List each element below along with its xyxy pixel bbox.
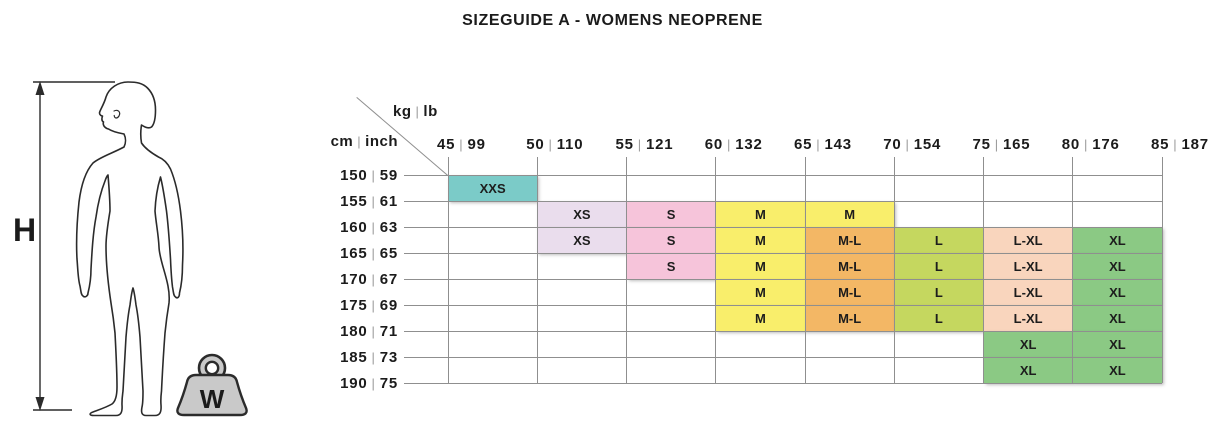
grid-line-v bbox=[1072, 157, 1074, 383]
size-cell: L bbox=[894, 253, 984, 279]
weight-label: W bbox=[200, 384, 225, 414]
size-cell: XL bbox=[1072, 357, 1162, 383]
grid-line-v bbox=[983, 157, 984, 383]
grid-line-h bbox=[404, 200, 1162, 202]
size-cell: L bbox=[894, 279, 984, 305]
grid-line-v bbox=[893, 157, 895, 383]
row-header: 190 | 75 bbox=[340, 375, 398, 392]
kg-unit: kg bbox=[393, 103, 412, 120]
row-header: 185 | 73 bbox=[340, 349, 398, 366]
inch-unit: inch bbox=[365, 133, 398, 150]
height-arrow bbox=[33, 81, 115, 411]
size-cell: M bbox=[715, 305, 805, 331]
size-cell: M bbox=[715, 201, 805, 227]
size-cell: XL bbox=[1072, 331, 1162, 357]
grid-line-v bbox=[447, 157, 449, 383]
height-weight-figure: H W bbox=[13, 81, 248, 417]
row-header: 175 | 69 bbox=[340, 297, 398, 314]
grid-line-h bbox=[404, 252, 1162, 254]
grid-line-h bbox=[404, 174, 1162, 176]
col-header: 75 | 165 bbox=[972, 136, 1031, 153]
size-cell: XL bbox=[1072, 227, 1162, 253]
col-header: 50 | 110 bbox=[526, 136, 584, 153]
size-cell: M bbox=[805, 201, 895, 227]
grid-line-h bbox=[404, 330, 1162, 332]
col-header: 45 | 99 bbox=[437, 136, 486, 153]
size-cell: S bbox=[626, 201, 716, 227]
row-header: 165 | 65 bbox=[340, 245, 398, 262]
size-cell: L bbox=[894, 227, 984, 253]
size-cell: XL bbox=[1072, 305, 1162, 331]
size-cell: XL bbox=[1072, 253, 1162, 279]
size-cell: M-L bbox=[805, 253, 895, 279]
size-cell: S bbox=[626, 227, 716, 253]
arrowhead-up-icon bbox=[35, 81, 45, 95]
size-cell: L-XL bbox=[983, 253, 1073, 279]
size-cell: L-XL bbox=[983, 305, 1073, 331]
size-cell: L-XL bbox=[983, 279, 1073, 305]
size-cell: M-L bbox=[805, 279, 895, 305]
units-separator: | bbox=[415, 104, 420, 119]
grid-line-h bbox=[404, 382, 1162, 384]
grid-line-h bbox=[404, 356, 1162, 358]
size-cell: M-L bbox=[805, 305, 895, 331]
size-cell: M bbox=[715, 279, 805, 305]
row-header: 170 | 67 bbox=[340, 271, 398, 288]
grid-line-v bbox=[1161, 157, 1163, 383]
size-cell: XL bbox=[1072, 279, 1162, 305]
col-header: 55 | 121 bbox=[615, 136, 674, 153]
grid-line-v bbox=[804, 157, 806, 383]
col-header: 60 | 132 bbox=[704, 136, 763, 153]
weight-units-label: kg | lb bbox=[393, 103, 438, 120]
row-header: 160 | 63 bbox=[340, 219, 398, 236]
col-header: 70 | 154 bbox=[883, 136, 942, 153]
size-cell: M bbox=[715, 227, 805, 253]
row-header: 155 | 61 bbox=[340, 193, 398, 210]
col-header: 85 | 187 bbox=[1151, 136, 1209, 153]
height-label: H bbox=[13, 212, 36, 248]
size-cell: XXS bbox=[448, 175, 538, 201]
size-cell: M-L bbox=[805, 227, 895, 253]
page-title: SIZEGUIDE A - WOMENS NEOPRENE bbox=[462, 12, 763, 29]
size-cell: XL bbox=[983, 331, 1073, 357]
height-units-label: cm | inch bbox=[308, 133, 398, 150]
weight-icon: W bbox=[176, 353, 248, 417]
grid-line-v bbox=[715, 157, 717, 383]
arrowhead-down-icon bbox=[35, 397, 45, 411]
col-header: 65 | 143 bbox=[794, 136, 852, 153]
grid-line-h bbox=[404, 304, 1162, 306]
grid-line-h bbox=[404, 278, 1162, 280]
units-separator: | bbox=[357, 134, 362, 149]
grid-line-v bbox=[536, 157, 538, 383]
cm-unit: cm bbox=[330, 133, 354, 150]
size-cell: S bbox=[626, 253, 716, 279]
grid-line-h bbox=[404, 226, 1162, 228]
size-cell: XS bbox=[537, 227, 627, 253]
col-header: 80 | 176 bbox=[1061, 136, 1120, 153]
size-cell: XL bbox=[983, 357, 1073, 383]
size-cell: M bbox=[715, 253, 805, 279]
row-header: 180 | 71 bbox=[340, 323, 398, 340]
size-cell: L-XL bbox=[983, 227, 1073, 253]
grid-line-v bbox=[626, 157, 627, 383]
woman-silhouette bbox=[75, 81, 184, 417]
size-cell: XS bbox=[537, 201, 627, 227]
lb-unit: lb bbox=[423, 103, 438, 120]
row-header: 150 | 59 bbox=[340, 167, 398, 184]
size-cell: L bbox=[894, 305, 984, 331]
